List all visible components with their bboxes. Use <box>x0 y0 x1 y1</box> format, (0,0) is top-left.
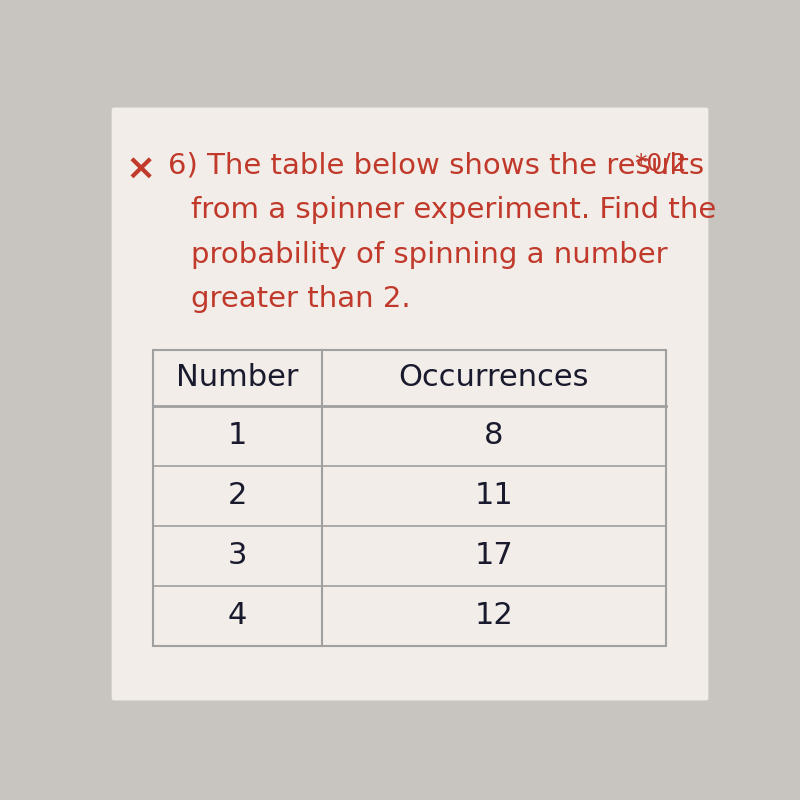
Text: probability of spinning a number: probability of spinning a number <box>191 241 668 269</box>
Text: 3: 3 <box>228 541 247 570</box>
Text: *0/2: *0/2 <box>634 151 687 175</box>
Text: ×: × <box>125 151 155 186</box>
Text: Occurrences: Occurrences <box>398 363 589 392</box>
Text: from a spinner experiment. Find the: from a spinner experiment. Find the <box>191 196 717 224</box>
Text: 8: 8 <box>484 421 504 450</box>
Text: 4: 4 <box>228 602 247 630</box>
Text: greater than 2.: greater than 2. <box>191 286 411 314</box>
Text: 11: 11 <box>474 481 514 510</box>
Text: 1: 1 <box>228 421 247 450</box>
Text: 17: 17 <box>474 541 514 570</box>
Text: 6) The table below shows the results: 6) The table below shows the results <box>168 151 704 179</box>
FancyBboxPatch shape <box>112 107 708 701</box>
Text: 2: 2 <box>228 481 247 510</box>
Bar <box>153 350 666 646</box>
Text: 12: 12 <box>474 602 514 630</box>
Text: Number: Number <box>176 363 298 392</box>
